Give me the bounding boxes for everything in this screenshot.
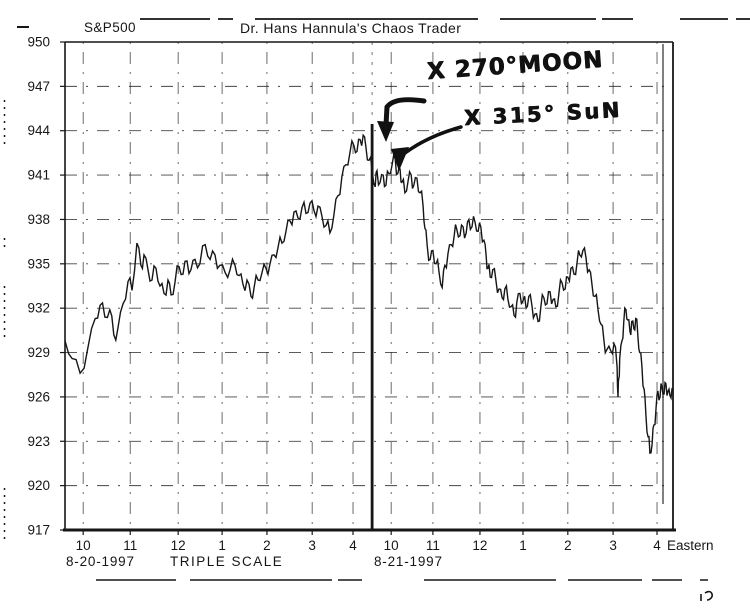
chart-symbol-label: S&P500	[84, 20, 136, 35]
x-axis-label: 4	[349, 538, 357, 553]
chart-title: Dr. Hans Hannula's Chaos Trader	[240, 20, 462, 36]
y-axis-label: 947	[27, 79, 50, 94]
session-date-right: 8-21-1997	[374, 554, 443, 569]
x-axis-label: 11	[426, 538, 440, 553]
x-axis-label: 1	[218, 538, 226, 553]
y-axis-label: 920	[27, 478, 50, 493]
x-axis-label: 4	[653, 538, 661, 553]
x-axis-label: 12	[472, 538, 487, 553]
y-axis-label: 938	[27, 212, 50, 227]
y-axis-label: 932	[27, 301, 50, 316]
sun-arrow	[391, 125, 463, 171]
y-axis-label: 950	[27, 35, 50, 50]
x-axis-label: 10	[76, 538, 91, 553]
x-axis-label: 11	[123, 538, 137, 553]
x-axis-label: 10	[384, 538, 399, 553]
y-axis-label: 941	[27, 168, 50, 183]
sun-arrow-shaft	[403, 125, 463, 155]
y-axis-label: 944	[27, 123, 50, 138]
x-axis-label: 12	[171, 538, 186, 553]
x-axis-label: 3	[308, 538, 316, 553]
price-line	[64, 133, 673, 455]
x-axis-label: 2	[564, 538, 572, 553]
session-date-left: 8-20-1997	[66, 554, 135, 569]
x-axis-label: 2	[263, 538, 271, 553]
y-axis-label: 935	[27, 256, 50, 271]
x-axis-label: 3	[609, 538, 617, 553]
x-axis-label: 1	[519, 538, 527, 553]
y-axis-label: 923	[27, 434, 50, 449]
timezone-label: Eastern	[667, 538, 714, 553]
y-axis-label: 917	[27, 523, 50, 538]
sun-arrow-head	[391, 147, 409, 171]
scale-note: TRIPLE SCALE	[170, 554, 284, 569]
moon-arrow-shaft	[383, 97, 427, 128]
scan-artifact-corner-squiggle	[700, 590, 713, 601]
moon-arrow	[377, 97, 427, 142]
y-axis-label: 926	[27, 389, 50, 404]
y-axis-label: 929	[27, 345, 50, 360]
moon-arrow-head	[377, 121, 394, 142]
